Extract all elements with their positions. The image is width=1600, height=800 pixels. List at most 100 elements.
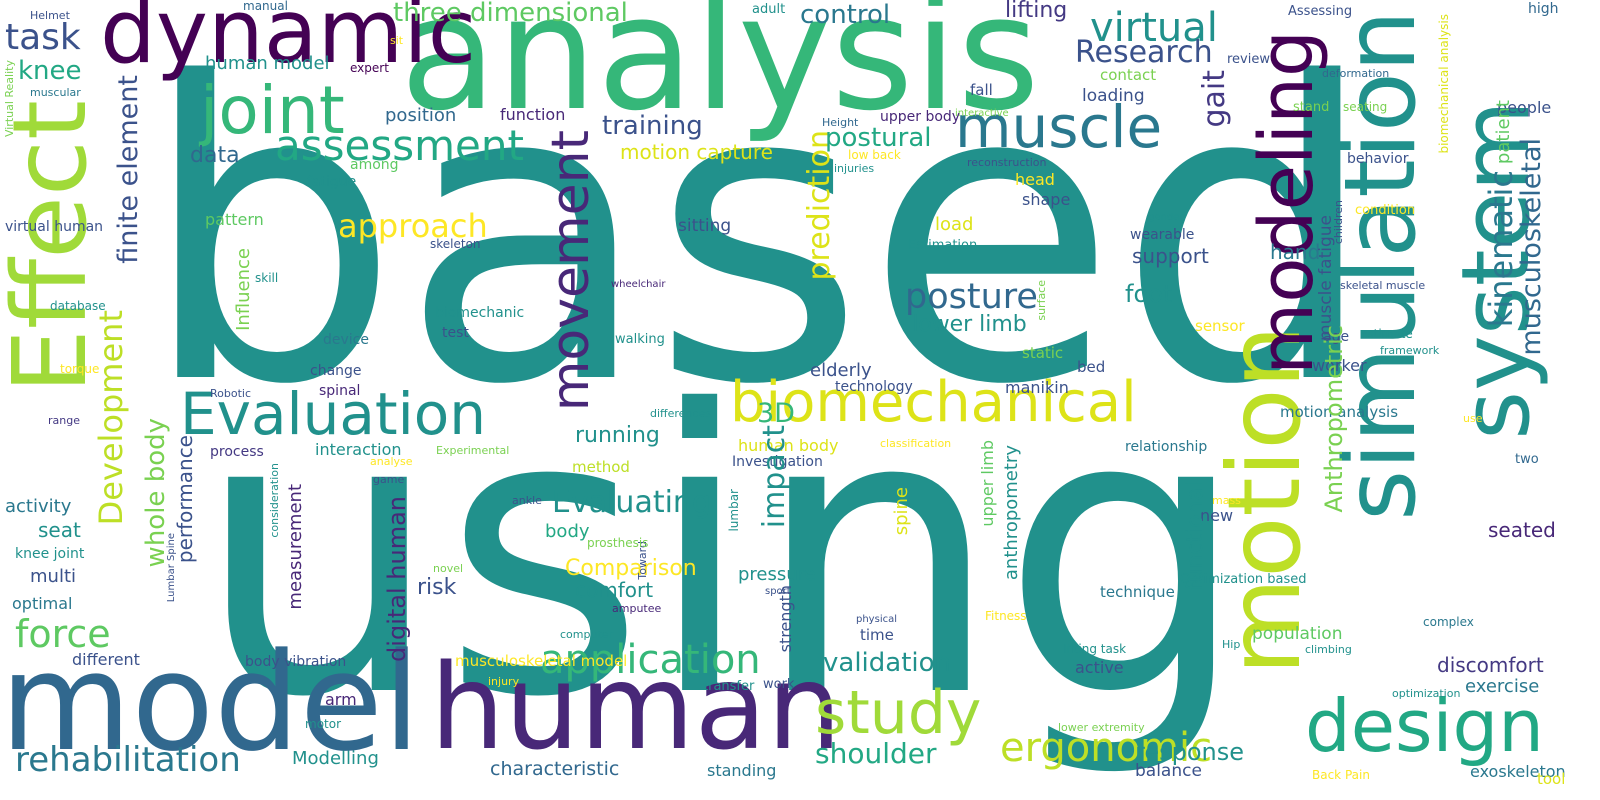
word-sit: sit xyxy=(390,34,404,47)
word-body: body xyxy=(545,521,590,542)
word-process: process xyxy=(210,444,264,460)
word-prosthesis: prosthesis xyxy=(587,536,649,550)
word-seat: seat xyxy=(38,518,81,542)
word-study: study xyxy=(815,678,982,748)
word-movement: movement xyxy=(541,130,601,412)
word-helmet: Helmet xyxy=(30,9,70,22)
word-contact: contact xyxy=(1100,66,1157,84)
word-wearable: wearable xyxy=(1130,227,1195,243)
word-application: application xyxy=(540,637,761,683)
word-spine: spine xyxy=(891,487,912,536)
word-deformation: deformation xyxy=(1322,67,1390,80)
word-experimental: Experimental xyxy=(436,444,510,457)
word-comparison: Comparison xyxy=(565,556,697,581)
word-three-dimensional: three dimensional xyxy=(393,0,628,28)
word-sensor: sensor xyxy=(1195,317,1245,335)
word-interactive: interactive xyxy=(955,108,1009,119)
word-loading: loading xyxy=(1082,86,1145,106)
word-seating: seating xyxy=(1343,100,1388,114)
word-gender: gender xyxy=(1148,212,1184,223)
word-fitness: Fitness xyxy=(985,609,1027,623)
word-body-vibration: body vibration xyxy=(245,654,347,670)
word-activity: activity xyxy=(5,496,72,517)
word-optimization-based: Optimization based xyxy=(1180,572,1307,587)
word-influence: Influence xyxy=(233,248,254,331)
word-optimal: optimal xyxy=(12,594,73,613)
word-posture: posture xyxy=(905,277,1038,317)
word-sitting: sitting xyxy=(678,216,732,236)
word-optimization: optimization xyxy=(1392,687,1461,700)
word-walking: walking xyxy=(615,332,665,347)
word-upper-limb: upper limb xyxy=(978,440,997,527)
word-effect: Effect xyxy=(0,100,110,394)
word-reconstruction: reconstruction xyxy=(967,156,1047,169)
word-stand: stand xyxy=(1293,100,1330,115)
word-torque: torque xyxy=(60,362,100,376)
word-motor: motor xyxy=(305,717,342,731)
word-foot: foot xyxy=(1125,280,1173,308)
word-assessment: assessment xyxy=(275,121,524,170)
word-knee-joint: knee joint xyxy=(15,546,85,562)
word-musculoskeletal: musculoskeletal xyxy=(1516,138,1547,356)
word-different: different xyxy=(72,650,140,669)
word-finite-element: finite element xyxy=(113,75,144,264)
word-load: load xyxy=(935,214,974,235)
word-upper-body: upper body xyxy=(880,109,961,125)
word-injury: injury xyxy=(488,675,520,688)
word-lifting-task: lifting task xyxy=(1063,642,1127,656)
word-virtual-reality: Virtual Reality xyxy=(3,60,16,138)
word-skeletal-muscle: skeletal muscle xyxy=(1340,279,1426,292)
word-measurement: measurement xyxy=(285,484,306,610)
word-standing: standing xyxy=(707,761,777,780)
word-using: using xyxy=(195,328,1249,782)
word-human: human xyxy=(430,638,842,776)
word-musculoskeletal-model: musculoskeletal model xyxy=(455,652,628,670)
word-lumbar-spine: Lumbar Spine xyxy=(166,533,177,603)
word-digital-human: digital human xyxy=(383,496,411,662)
word-amputee: amputee xyxy=(612,602,662,615)
word-kinematic: kinematic xyxy=(1482,170,1520,328)
word-arm: arm xyxy=(325,690,357,709)
word-validation: validation xyxy=(823,648,952,678)
word-age: age xyxy=(1323,329,1350,345)
word-bed: bed xyxy=(1077,358,1106,376)
word-lifting: lifting xyxy=(1005,0,1068,23)
word-elderly: elderly xyxy=(810,360,872,381)
word-method: method xyxy=(572,458,630,476)
word-time: time xyxy=(860,626,894,644)
word-transfer: transfer xyxy=(703,679,755,694)
word-use: use xyxy=(1463,412,1483,425)
word-joint: joint xyxy=(200,72,345,149)
word-back-pain: Back Pain xyxy=(1312,768,1370,782)
word-motion-analysis: motion analysis xyxy=(1280,403,1399,421)
word-active: active xyxy=(1075,658,1124,677)
word-height: Height xyxy=(822,116,859,129)
word-virtual: virtual xyxy=(1090,5,1218,51)
word-performance: performance xyxy=(173,435,197,564)
word-population: population xyxy=(1252,624,1343,644)
word-ergonomic: ergonomic xyxy=(1000,725,1213,771)
word-pressure: pressure xyxy=(738,564,816,585)
word-review: review xyxy=(1227,52,1270,67)
word-discomfort: discomfort xyxy=(1437,653,1544,677)
word-database: database xyxy=(50,299,106,313)
word-multi: multi xyxy=(30,566,77,587)
word-knee: knee xyxy=(18,56,82,86)
word-new: new xyxy=(1200,506,1234,525)
word-differences: differences xyxy=(650,407,711,420)
word-injuries: injuries xyxy=(834,162,875,175)
word-exoskeleton: exoskeleton xyxy=(1470,762,1566,781)
word-rehabilitation: rehabilitation xyxy=(15,740,241,780)
word-analysis: analysis xyxy=(400,0,1040,146)
word-shape: shape xyxy=(1022,190,1071,209)
word-mass: mass xyxy=(1212,494,1241,507)
word-two: two xyxy=(1515,452,1539,467)
word-technology: technology xyxy=(835,379,913,395)
word-hand: hand xyxy=(1270,240,1321,264)
word-gait: gait xyxy=(1197,70,1232,128)
word-work: work xyxy=(763,677,795,692)
word-low-back: low back xyxy=(848,148,901,162)
word-impact: impact xyxy=(757,425,792,529)
word-behavior: behavior xyxy=(1347,151,1409,167)
